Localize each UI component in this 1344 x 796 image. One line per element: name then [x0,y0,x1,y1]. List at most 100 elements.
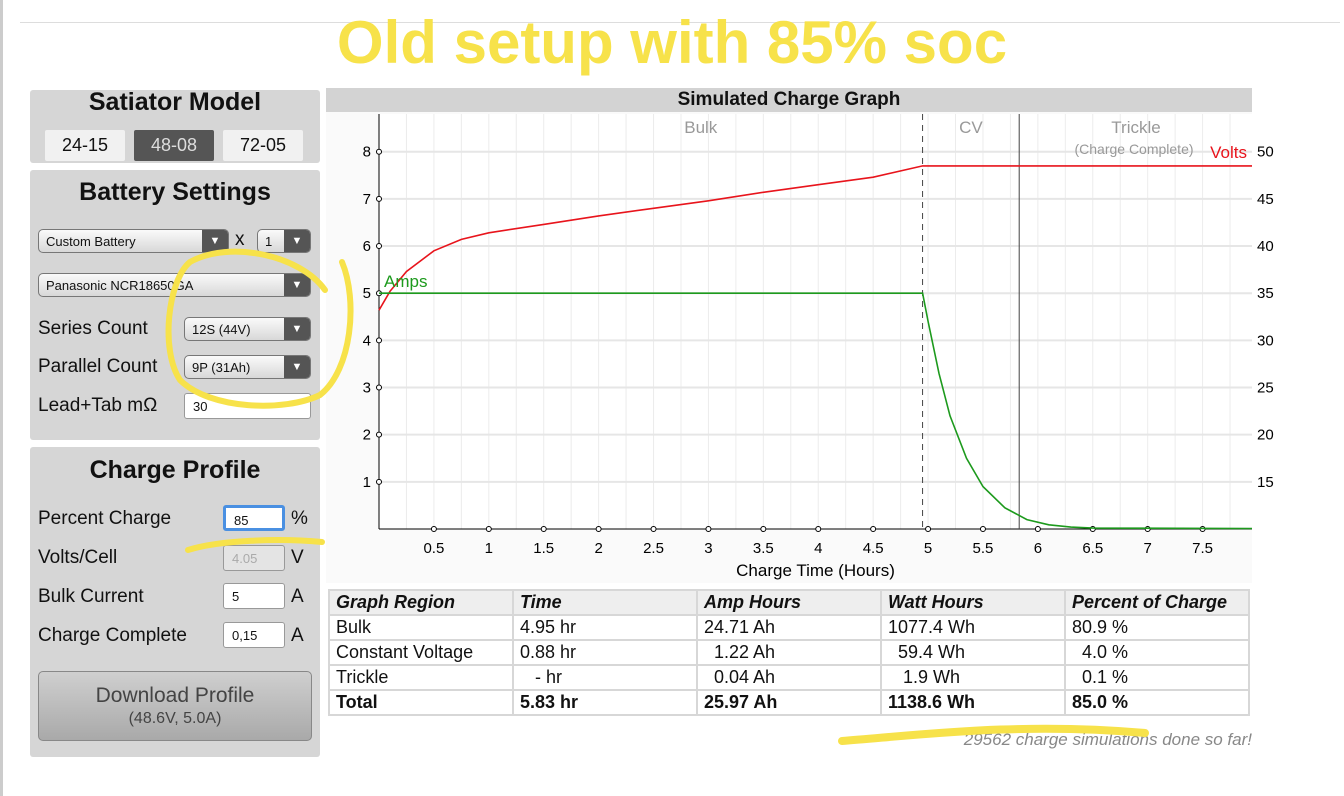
divider [20,22,1340,23]
y-right-tick-label: 50 [1257,144,1274,161]
chevron-down-icon: ▼ [284,230,310,252]
chevron-down-icon: ▼ [284,318,310,340]
cell: - hr [512,664,698,691]
panel-title: Battery Settings [79,178,271,206]
x-tick [485,526,492,532]
col-header: Time [512,589,698,616]
x-tick-label: 4 [814,540,822,557]
window-edge [0,0,3,796]
chart-title: Simulated Charge Graph [326,88,1252,112]
cell: 1077.4 Wh [880,614,1066,641]
y-tick-label: 1 [363,474,371,491]
cell: 85.0 % [1064,689,1250,716]
x-tick [870,526,877,532]
y-tick-label: 4 [363,332,371,349]
cell: 25.97 Ah [696,689,882,716]
panel-title: Charge Profile [89,456,261,484]
x-tick-label: 2 [594,540,602,557]
y-tick [376,478,382,485]
y-right-tick-label: 35 [1257,285,1274,302]
x-tick [760,526,767,532]
cell: 1138.6 Wh [880,689,1066,716]
cell: 4.95 hr [512,614,698,641]
y-right-tick-label: 30 [1257,332,1274,349]
lead-tab-input[interactable]: 30 [184,393,311,419]
y-tick [376,337,382,344]
x-tick [815,526,822,532]
x-tick-label: 1.5 [533,540,554,557]
col-header: Percent of Charge [1064,589,1250,616]
chevron-down-icon: ▼ [284,356,310,378]
y-tick [376,384,382,391]
col-header: Graph Region [328,589,514,616]
y-right-tick-label: 15 [1257,474,1274,491]
x-tick [979,526,986,532]
x-tick-label: 0.5 [423,540,444,557]
x-axis-label: Charge Time (Hours) [736,561,895,580]
table-row: Constant Voltage 0.88 hr 1.22 Ah 59.4 Wh … [328,639,1250,666]
chevron-down-icon: ▼ [284,274,310,296]
model-button-48-08[interactable]: 48-08 [134,130,214,161]
charge-graph: Simulated Charge Graph 0.5 1 1.5 2 2.5 3 3.5 4 4… [326,88,1274,583]
chart-plot: 0.5 1 1.5 2 2.5 3 3.5 4 4.5 5 5.5 6 6.5 7 7.5123456781… [363,114,1274,580]
table-row: Trickle - hr 0.04 Ah 1.9 Wh 0.1 % [328,664,1250,691]
table-total-row: Total 5.83 hr 25.97 Ah 1138.6 Wh 85.0 % [328,689,1250,716]
x-tick-label: 3.5 [753,540,774,557]
cell: Bulk [328,614,514,641]
model-button-72-05[interactable]: 72-05 [223,130,303,161]
series-count-select[interactable]: 12S (44V) ▼ [184,317,311,341]
parallel-count-select[interactable]: 9P (31Ah) ▼ [184,355,311,379]
volts-unit: V [291,547,304,568]
select-value: Panasonic NCR18650GA [46,278,194,293]
parallel-count-label: Parallel Count [38,356,158,377]
cell: 24.71 Ah [696,614,882,641]
x-tick [705,526,712,532]
y-tick [376,195,382,202]
panel-title: Satiator Model [88,88,262,116]
percent-charge-input[interactable]: 85 [223,505,285,531]
y-tick-label: 8 [363,144,371,161]
amps-unit: A [291,625,304,646]
y-tick-label: 7 [363,191,371,208]
bulk-current-input[interactable]: 5 [223,583,285,609]
charge-complete-input[interactable]: 0,15 [223,622,285,648]
chevron-down-icon: ▼ [202,230,228,252]
series-line-volts [378,165,1252,311]
cell: 80.9 % [1064,614,1250,641]
percent-charge-label: Percent Charge [38,508,172,529]
charge-complete-label: Charge Complete [38,625,187,646]
cell: 0.1 % [1064,664,1250,691]
download-label: Download Profile [95,684,255,707]
cell: Trickle [328,664,514,691]
y-tick-label: 3 [363,380,371,397]
x-tick-label: 3 [704,540,712,557]
x-tick-label: 1 [485,540,493,557]
battery-type-select[interactable]: Custom Battery ▼ [38,229,229,253]
cell: 4.0 % [1064,639,1250,666]
select-value: 1 [265,234,273,249]
download-sublabel: (48.6V, 5.0A) [128,710,222,727]
model-button-24-15[interactable]: 24-15 [45,130,125,161]
y-right-tick-label: 40 [1257,238,1274,255]
y-tick [376,243,382,250]
x-tick [595,526,602,532]
table-row: Bulk 4.95 hr 24.71 Ah 1077.4 Wh 80.9 % [328,614,1250,641]
x-tick-label: 6.5 [1082,540,1103,557]
cell-select[interactable]: Panasonic NCR18650GA ▼ [38,273,311,297]
cell: 59.4 Wh [880,639,1066,666]
cell: 0.04 Ah [696,664,882,691]
download-profile-button[interactable]: Download Profile (48.6V, 5.0A) [38,671,312,741]
multiplier-label: x [235,229,245,250]
cell: Total [328,689,514,716]
x-tick [430,526,437,532]
cell: Constant Voltage [328,639,514,666]
multiplier-select[interactable]: 1 ▼ [257,229,311,253]
volts-per-cell-label: Volts/Cell [38,547,118,568]
cell: 0.88 hr [512,639,698,666]
series-count-label: Series Count [38,318,148,339]
y-tick-label: 6 [363,238,371,255]
series-line-amps [379,292,1253,530]
y-tick-label: 5 [363,285,371,302]
select-value: 9P (31Ah) [192,360,251,375]
x-tick [650,526,657,532]
